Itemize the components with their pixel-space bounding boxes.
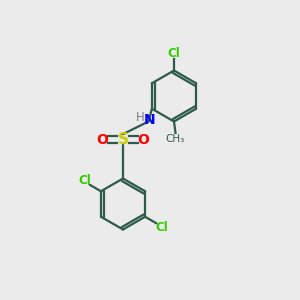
Text: Cl: Cl	[155, 221, 168, 234]
Text: Cl: Cl	[78, 174, 91, 187]
Text: CH₃: CH₃	[166, 134, 185, 144]
Text: S: S	[118, 132, 128, 147]
Text: O: O	[97, 133, 109, 146]
Text: O: O	[137, 133, 149, 146]
Text: Cl: Cl	[168, 47, 180, 60]
Text: H: H	[136, 111, 145, 124]
Text: N: N	[144, 113, 156, 127]
